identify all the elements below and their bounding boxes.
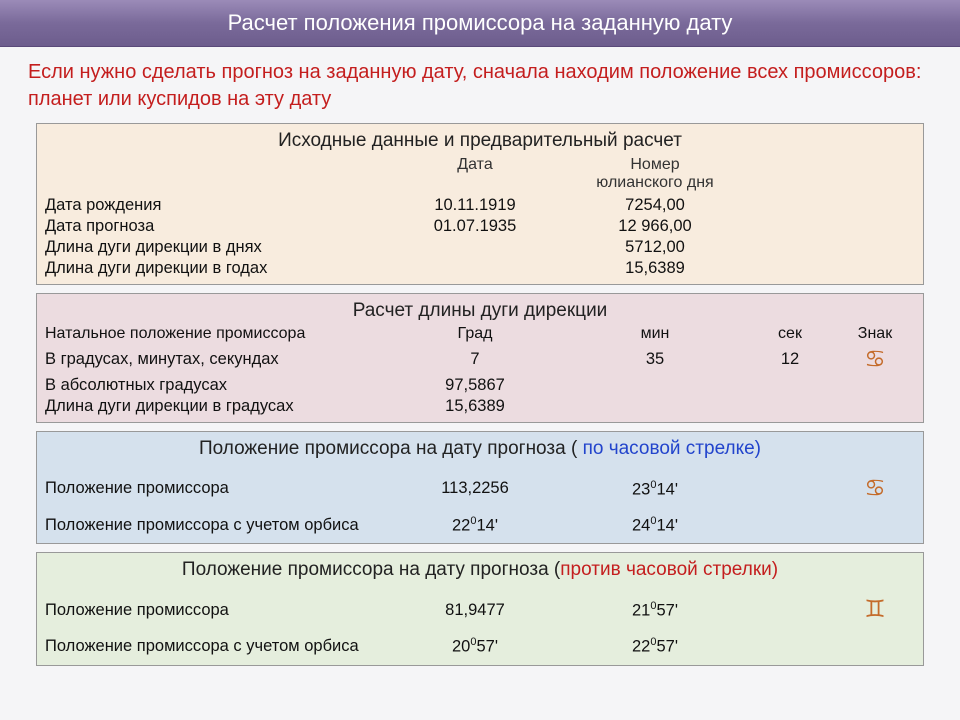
section-clockwise: Положение промиссора на дату прогноза ( … (36, 431, 924, 545)
s2-natal-label: Натальное положение промиссора (45, 325, 385, 343)
section-counterclockwise: Положение промиссора на дату прогноза (п… (36, 552, 924, 666)
s2-abs-label: В абсолютных градусах (45, 376, 385, 395)
s1-arc-days-label: Длина дуги дирекции в днях (45, 238, 385, 257)
section-arc-calc: Расчет длины дуги дирекции Натальное пол… (36, 293, 924, 423)
s1-arc-days: 5712,00 (565, 238, 745, 257)
col-deg: Град (385, 325, 565, 343)
s1-birth-jd: 7254,00 (565, 196, 745, 215)
cancer-icon: ♋︎ (835, 345, 915, 374)
s2-arc-deg-label: Длина дуги дирекции в градусах (45, 397, 385, 416)
section3-title: Положение промиссора на дату прогноза ( … (37, 432, 923, 464)
col-min: мин (565, 325, 745, 343)
s4-orb-label: Положение промиссора с учетом орбиса (45, 637, 385, 656)
s3-pos-v2: 23014' (565, 479, 745, 500)
section1-title: Исходные данные и предварительный расчет (37, 124, 923, 154)
s3-orb-label: Положение промиссора с учетом орбиса (45, 516, 385, 535)
s2-arc-deg-val: 15,6389 (385, 397, 565, 416)
s2-abs-val: 97,5867 (385, 376, 565, 395)
s3-orb-v1: 22014' (385, 515, 565, 536)
s1-arc-years-label: Длина дуги дирекции в годах (45, 259, 385, 278)
s2-sec: 12 (745, 350, 835, 369)
s3-orb-v2: 24014' (565, 515, 745, 536)
s3-pos-label: Положение промиссора (45, 479, 385, 498)
s4-pos-label: Положение промиссора (45, 601, 385, 620)
s1-birth-label: Дата рождения (45, 196, 385, 215)
s1-forecast-jd: 12 966,00 (565, 217, 745, 236)
cancer-icon: ♋︎ (835, 465, 915, 513)
section-initial-data: Исходные данные и предварительный расчет… (36, 123, 924, 285)
s2-dms-label: В градусах, минутах, секундах (45, 350, 385, 369)
col-date: Дата (385, 156, 565, 193)
gemini-icon: ♊︎ (835, 586, 915, 634)
s1-forecast-label: Дата прогноза (45, 217, 385, 236)
s2-deg: 7 (385, 350, 565, 369)
section2-title: Расчет длины дуги дирекции (37, 294, 923, 324)
intro-text: Если нужно сделать прогноз на заданную д… (0, 47, 960, 123)
page-title: Расчет положения промиссора на заданную … (0, 0, 960, 47)
col-jd-1: Номер (565, 156, 745, 174)
col-jd-2: юлианского дня (565, 174, 745, 192)
s4-orb-v1: 20057' (385, 636, 565, 657)
s3-pos-v1: 113,2256 (385, 479, 565, 498)
col-sec: сек (745, 325, 835, 343)
s4-orb-v2: 22057' (565, 636, 745, 657)
s2-min: 35 (565, 350, 745, 369)
s1-birth-date: 10.11.1919 (385, 196, 565, 215)
s1-arc-years: 15,6389 (565, 259, 745, 278)
section4-title: Положение промиссора на дату прогноза (п… (37, 553, 923, 585)
s1-forecast-date: 01.07.1935 (385, 217, 565, 236)
col-sign: Знак (835, 325, 915, 343)
s4-pos-v1: 81,9477 (385, 601, 565, 620)
s4-pos-v2: 21057' (565, 600, 745, 621)
